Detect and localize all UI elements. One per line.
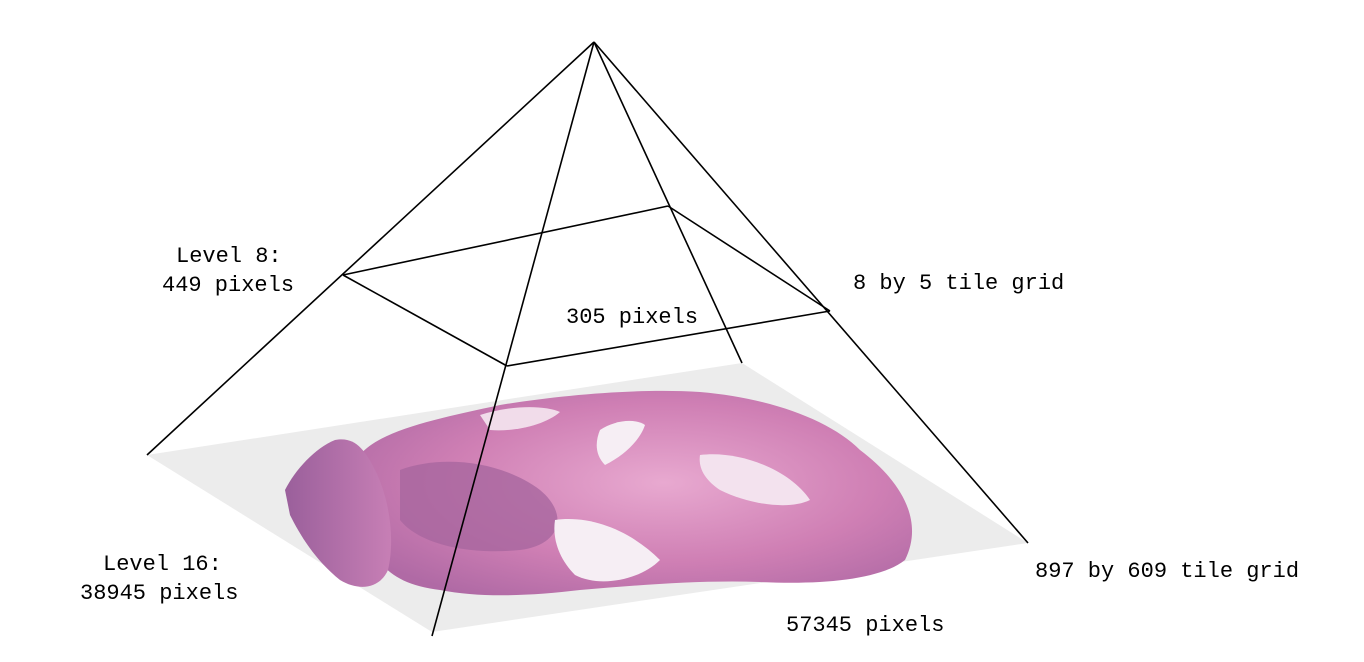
tissue-gap-top bbox=[480, 407, 560, 431]
tissue-gap-lower bbox=[554, 519, 660, 582]
base-level-size-label: 38945 pixels bbox=[80, 581, 238, 606]
top-plane-edge-back-right bbox=[667, 205, 831, 312]
top-grid-label: 8 by 5 tile grid bbox=[853, 271, 1064, 296]
pyramid-edges bbox=[146, 41, 1029, 637]
top-level-plane bbox=[342, 205, 831, 367]
top-level-size-label: 449 pixels bbox=[162, 273, 294, 298]
tissue-gap-upper bbox=[596, 420, 645, 465]
top-plane-edge-front-left bbox=[342, 274, 508, 367]
tissue-center-dark bbox=[400, 461, 558, 552]
base-grid-label: 897 by 609 tile grid bbox=[1035, 559, 1299, 584]
edge-apex-back bbox=[593, 41, 743, 364]
top-width-label: 305 pixels bbox=[566, 305, 698, 330]
tissue-slide-image bbox=[147, 363, 1028, 632]
edge-apex-right bbox=[593, 41, 1029, 544]
tissue-gap-right bbox=[699, 454, 810, 506]
base-width-label: 57345 pixels bbox=[786, 613, 944, 638]
tissue-left-lobe bbox=[285, 439, 392, 587]
top-level-label: Level 8: bbox=[176, 244, 282, 269]
base-level-label: Level 16: bbox=[103, 552, 222, 577]
edge-apex-left bbox=[146, 41, 595, 456]
edge-apex-front bbox=[431, 41, 595, 637]
top-plane-edge-front-right bbox=[506, 310, 831, 367]
top-plane-edge-back-left bbox=[342, 205, 669, 276]
